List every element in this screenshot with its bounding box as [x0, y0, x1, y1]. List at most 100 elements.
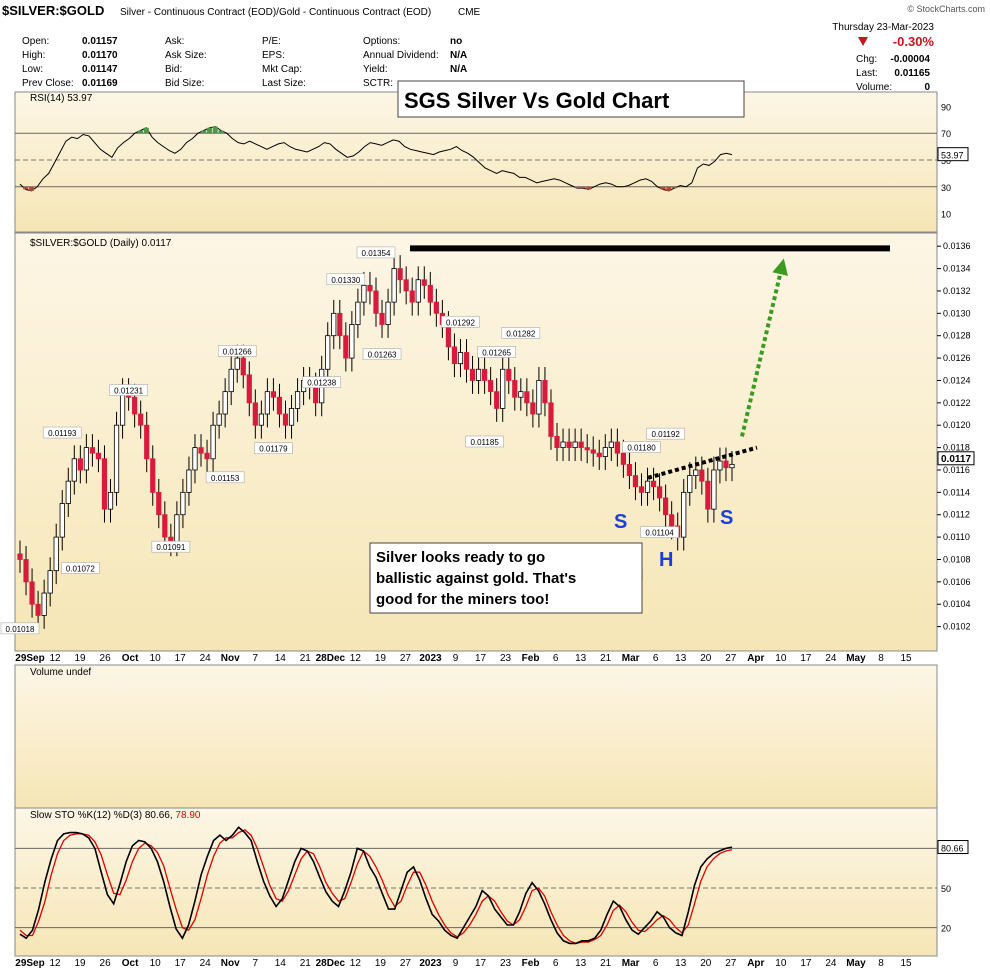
candle-body: [71, 458, 77, 482]
price-annotation-box: [302, 376, 341, 388]
candle-body: [578, 441, 584, 448]
candle-body: [270, 391, 277, 398]
rsi-oversold-fill: [23, 186, 29, 190]
head-label: H: [659, 549, 673, 571]
candle-body: [313, 385, 319, 404]
x-tick-label: Oct: [122, 653, 139, 664]
candle-body: [626, 463, 633, 476]
candle-body: [23, 559, 29, 583]
x-tick-label: 21: [300, 653, 312, 664]
candle-body: [711, 469, 717, 510]
x-tick-label: 20: [700, 653, 712, 664]
candle-body: [566, 441, 572, 448]
price-annotation-box: [151, 540, 191, 553]
candle-body: [554, 436, 560, 448]
price-annotation-label: 0.01263: [368, 351, 397, 360]
rsi-overbought-fill: [218, 130, 224, 134]
candle-body: [518, 391, 524, 398]
candle-body: [415, 279, 421, 303]
rsi-title: RSI(14) 53.97: [30, 93, 93, 104]
price-annotation-label: 0.01179: [259, 445, 288, 454]
price-annotation-box: [465, 435, 504, 448]
bid-ask-label: Ask:: [165, 36, 184, 47]
candle-body: [192, 447, 198, 471]
x-tick-label: 10: [775, 958, 787, 969]
price-annotation-box: [61, 562, 100, 574]
candle-body: [632, 475, 639, 488]
price-tick-label: 0.0120: [943, 420, 971, 430]
candle-body: [463, 352, 470, 370]
candle-body: [204, 452, 210, 460]
price-annotation: 0.01185: [465, 435, 504, 448]
price-annotation-label: 0.01193: [48, 429, 77, 438]
candle-body: [65, 480, 71, 504]
header-svg: $SILVER:$GOLD Silver - Continuous Contra…: [2, 3, 985, 93]
candle-body: [47, 570, 53, 594]
rsi-layer: [15, 125, 937, 192]
candle-body: [644, 480, 651, 493]
candle-body: [494, 391, 500, 409]
candle-body: [349, 324, 355, 359]
candle-body: [530, 402, 536, 415]
x-tick-label: 20: [700, 958, 712, 969]
candle-body: [210, 424, 216, 460]
price-tick-label: 0.0108: [943, 554, 971, 564]
candle-body: [500, 368, 506, 409]
candle-body: [180, 491, 186, 516]
price-annotation-box: [646, 427, 685, 440]
quote-label: High:: [22, 50, 45, 61]
candle-body: [234, 357, 240, 370]
x-tick-label: 13: [675, 958, 687, 969]
price-value-tag: [937, 451, 975, 466]
candle-body: [331, 312, 337, 337]
price-annotation: 0.01180: [622, 441, 661, 453]
price-annotation-label: 0.01330: [331, 276, 360, 285]
x-tick-label: Apr: [747, 653, 764, 664]
x-tick-label: 21: [600, 653, 612, 664]
candle-body: [113, 424, 120, 493]
x-tick-label: 17: [475, 653, 487, 664]
candle-body: [548, 402, 554, 437]
price-tick-label: 0.0124: [943, 375, 971, 385]
candle-body: [608, 441, 614, 448]
rsi-oversold-fill: [660, 186, 666, 190]
quote-label: Low:: [22, 64, 43, 75]
candle-body: [138, 413, 144, 426]
price-tick-label: 0.0106: [943, 577, 971, 587]
price-annotation-label: 0.01282: [506, 329, 535, 338]
price-annotation: 0.01354: [356, 246, 396, 259]
price-annotation: 0.01238: [302, 376, 341, 388]
x-tick-label: 12: [49, 653, 61, 664]
x-tick-label: 12: [350, 958, 362, 969]
x-tick-label: 21: [300, 958, 312, 969]
rsi-overbought-fill: [201, 130, 207, 134]
x-tick-label: May: [846, 958, 866, 969]
candle-body: [264, 391, 270, 415]
x-tick-label: 17: [800, 653, 812, 664]
candle-body: [723, 460, 729, 469]
symbol-label: $SILVER:$GOLD: [2, 3, 104, 18]
candle-body: [150, 458, 156, 493]
candle-body: [560, 441, 566, 448]
quote-label: Prev Close:: [22, 78, 74, 89]
x-tick-label: 6: [653, 958, 659, 969]
candle-body: [385, 301, 391, 325]
quote-label: Open:: [22, 36, 49, 47]
candle-body: [35, 603, 41, 616]
candle-body: [687, 475, 693, 493]
candle-body: [536, 380, 542, 415]
neckline: [647, 445, 758, 480]
price-tick-label: 0.0132: [943, 286, 971, 296]
rsi-overbought-fill: [212, 126, 218, 134]
candle-body: [101, 458, 108, 510]
x-tick-label: 24: [825, 958, 837, 969]
comment-line-3: good for the miners too!: [376, 591, 549, 608]
candle-body: [475, 368, 482, 381]
rsi-overbought-fill: [206, 127, 212, 134]
price-tick-label: 0.0114: [943, 487, 970, 497]
x-tick-label: 10: [775, 653, 787, 664]
candle-body: [457, 352, 464, 365]
change-percent: -0.30%: [893, 34, 935, 49]
x-tick-label: 24: [825, 653, 837, 664]
